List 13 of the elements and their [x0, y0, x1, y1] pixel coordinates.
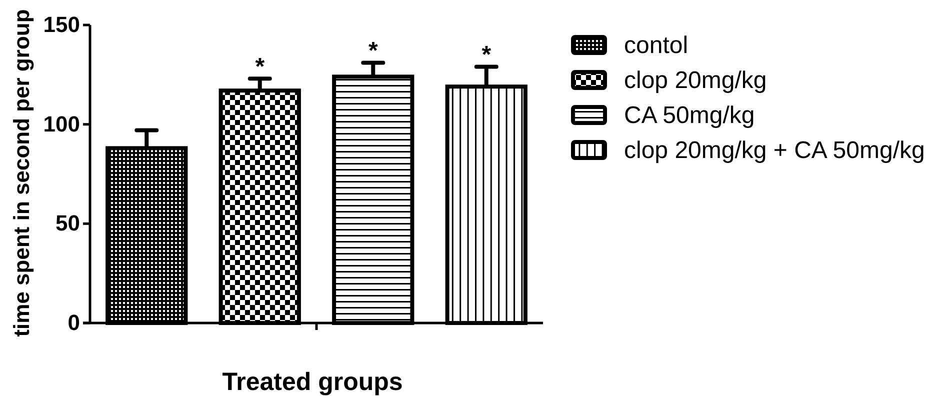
y-tick-label: 100 — [43, 111, 80, 136]
legend-label: clop 20mg/kg + CA 50mg/kg — [624, 137, 925, 164]
y-axis-title: time spent in second per group — [9, 9, 34, 337]
legend-label: contol — [624, 32, 688, 59]
x-axis-title: Treated groups — [222, 368, 403, 396]
data-label: * — [368, 38, 378, 65]
data-label: * — [482, 42, 492, 69]
y-tick-label: 50 — [56, 210, 80, 236]
y-tick-label: 150 — [43, 12, 80, 38]
y-tick-label: 0 — [68, 310, 80, 336]
legend-label: clop 20mg/kg — [624, 67, 767, 94]
legend-label: CA 50mg/kg — [624, 102, 755, 129]
data-label: * — [255, 54, 266, 81]
